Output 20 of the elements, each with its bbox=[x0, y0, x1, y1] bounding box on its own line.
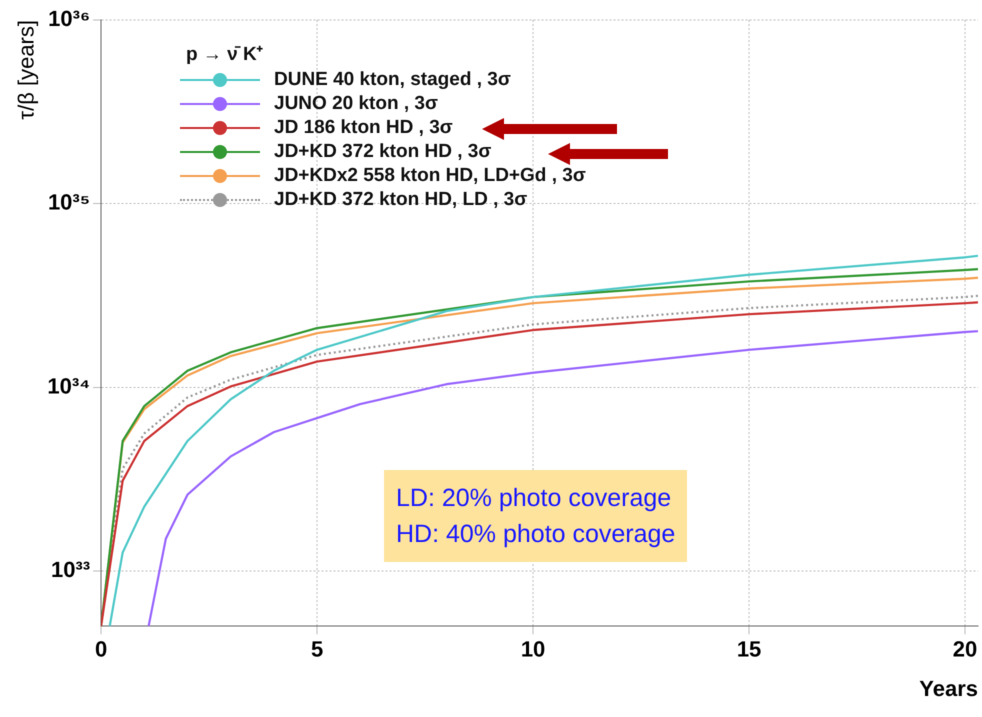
legend-label: JD+KD 372 kton HD , 3σ bbox=[274, 141, 492, 163]
x-tick-label: 20 bbox=[952, 636, 978, 662]
legend-label: JD 186 kton HD , 3σ bbox=[274, 117, 453, 139]
x-tick-label: 5 bbox=[310, 636, 324, 662]
y-tick-label: 10³⁶ bbox=[48, 6, 90, 32]
y-axis-title: τ/β [years] bbox=[13, 20, 38, 120]
legend-label: JUNO 20 kton , 3σ bbox=[274, 93, 438, 115]
x-tick-label: 10 bbox=[520, 636, 546, 662]
y-tick-label: 10³⁵ bbox=[48, 190, 90, 215]
annotation: HD: 40% photo coverage bbox=[396, 519, 676, 550]
legend-label: DUNE 40 kton, staged , 3σ bbox=[274, 69, 511, 91]
x-axis-title: Years bbox=[919, 676, 978, 701]
x-tick-label: 0 bbox=[94, 636, 108, 662]
x-tick-label: 15 bbox=[736, 636, 762, 662]
legend-title: p → ν̄ K⁺ bbox=[186, 43, 264, 66]
legend-label: JD+KDx2 558 kton HD, LD+Gd , 3σ bbox=[274, 165, 586, 187]
y-tick-label: 10³³ bbox=[50, 556, 90, 582]
annotation: LD: 20% photo coverage bbox=[396, 483, 672, 514]
y-tick-label: 10³⁴ bbox=[47, 373, 90, 398]
legend-label: JD+KD 372 kton HD, LD , 3σ bbox=[274, 189, 528, 211]
